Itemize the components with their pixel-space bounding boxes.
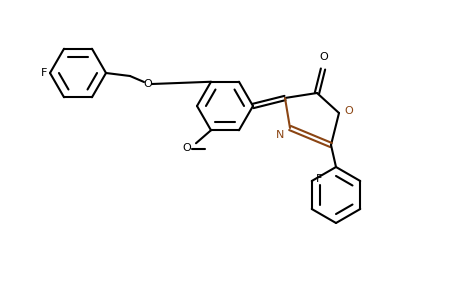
Text: O: O [344, 106, 353, 116]
Text: O: O [320, 52, 329, 62]
Text: F: F [316, 174, 322, 184]
Text: O: O [182, 143, 191, 153]
Text: N: N [276, 130, 284, 140]
Text: O: O [144, 79, 153, 89]
Text: F: F [41, 68, 47, 78]
